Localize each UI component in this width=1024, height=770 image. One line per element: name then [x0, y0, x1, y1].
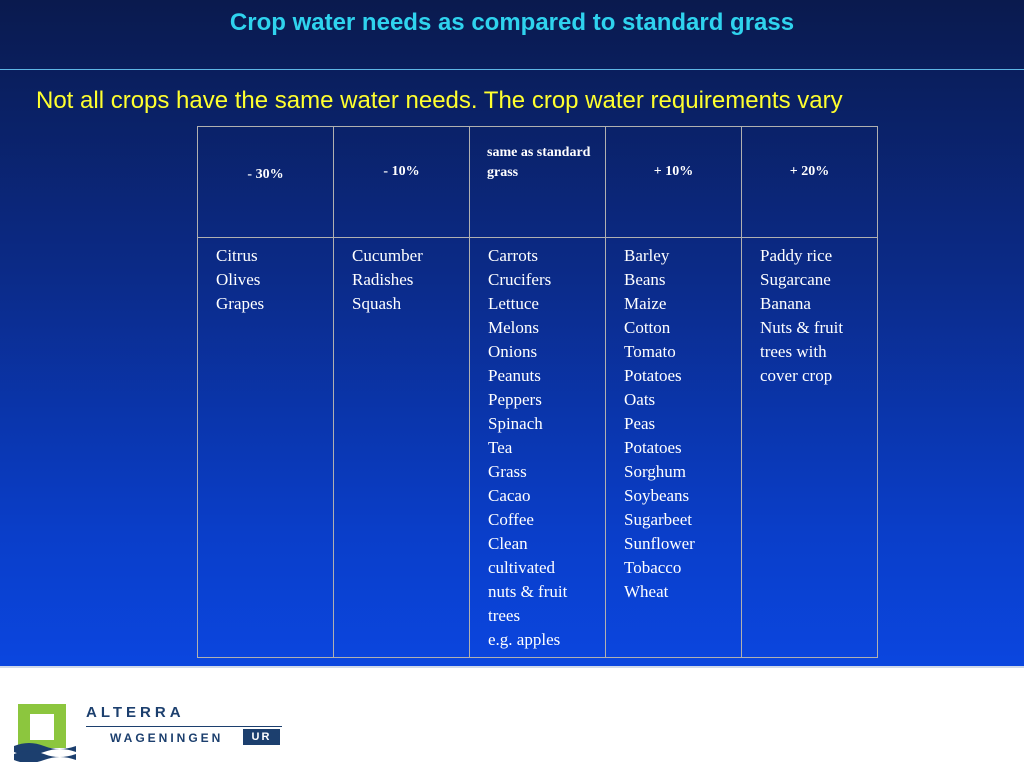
- crop-list: Paddy rice Sugarcane Banana Nuts & fruit tre…: [742, 238, 877, 388]
- title-divider: [0, 69, 1024, 70]
- crop-item: Lettuce: [488, 294, 539, 313]
- crop-list: Cucumber Radishes Squash: [334, 238, 469, 316]
- crop-item: Spinach: [488, 414, 543, 433]
- crop-item: cultivated: [488, 558, 556, 577]
- crop-item: Maize: [624, 294, 667, 313]
- crop-item: Peanuts: [488, 366, 541, 385]
- crop-item: Melons: [488, 318, 539, 337]
- crop-item: Coffee: [488, 510, 534, 529]
- header-plus-10: + 10%: [653, 164, 694, 179]
- logo-ur-badge: UR: [243, 729, 280, 745]
- crop-item: nuts & fruit: [488, 582, 568, 601]
- crop-item: e.g. apples: [488, 630, 561, 649]
- crop-item: Crucifers: [488, 270, 552, 289]
- crop-item: Tobacco: [624, 558, 682, 577]
- crop-column-same: Carrots Crucifers Lettuce Melons Onions Peanu…: [469, 237, 606, 658]
- table-body-row: Citrus Olives Grapes Cucumber Radishes Squas…: [197, 237, 878, 658]
- crop-item: Cucumber: [352, 246, 423, 265]
- crop-item: Clean: [488, 534, 528, 553]
- crop-item: Cacao: [488, 486, 531, 505]
- header-minus-30: - 30%: [247, 167, 284, 182]
- crop-item: Wheat: [624, 582, 669, 601]
- crop-item: Oats: [624, 390, 656, 409]
- header-plus-20: + 20%: [789, 164, 830, 179]
- logo-org-name: WAGENINGEN: [110, 731, 224, 745]
- crop-item: trees with: [760, 342, 827, 361]
- slide-subtitle: Not all crops have the same water needs.…: [36, 87, 843, 114]
- crop-item: Cotton: [624, 318, 671, 337]
- crop-item: Potatoes: [624, 366, 682, 385]
- crop-list: Citrus Olives Grapes: [198, 238, 333, 316]
- crop-item: Peppers: [488, 390, 542, 409]
- crop-item: Sunflower: [624, 534, 695, 553]
- crop-item: Paddy rice: [760, 246, 833, 265]
- crop-item: Tea: [488, 438, 513, 457]
- crop-item: Sugarcane: [760, 270, 831, 289]
- crop-item: Sorghum: [624, 462, 687, 481]
- crop-item: cover crop: [760, 366, 833, 385]
- crop-item: Nuts & fruit: [760, 318, 844, 337]
- crop-list: Barley Beans Maize Cotton Tomato Potatoes Oats…: [606, 238, 741, 604]
- crop-column-plus-10: Barley Beans Maize Cotton Tomato Potatoes Oats…: [605, 237, 742, 658]
- crop-item: Sugarbeet: [624, 510, 692, 529]
- crop-item: Squash: [352, 294, 402, 313]
- crop-item: Citrus: [216, 246, 258, 265]
- crop-item: trees: [488, 606, 521, 625]
- crop-column-plus-20: Paddy rice Sugarcane Banana Nuts & fruit tre…: [741, 237, 878, 658]
- slide-title: Crop water needs as compared to standard…: [229, 9, 795, 36]
- crop-item: Barley: [624, 246, 670, 265]
- crop-item: Olives: [216, 270, 261, 289]
- slide-background: Crop water needs as compared to standard…: [0, 0, 1024, 666]
- header-cell: + 10%: [605, 126, 742, 238]
- crop-column-minus-10: Cucumber Radishes Squash: [333, 237, 470, 658]
- crop-item: Grapes: [216, 294, 265, 313]
- crop-item: Beans: [624, 270, 666, 289]
- header-cell: + 20%: [741, 126, 878, 238]
- logo-divider: [86, 726, 282, 727]
- crop-item: Carrots: [488, 246, 539, 265]
- logo-wordmark: ALTERRA: [86, 704, 185, 721]
- alterra-logo-icon: [14, 704, 76, 762]
- crop-item: Banana: [760, 294, 811, 313]
- crop-item: Peas: [624, 414, 656, 433]
- header-cell: - 10%: [333, 126, 470, 238]
- header-minus-10: - 10%: [383, 164, 420, 179]
- crop-item: Soybeans: [624, 486, 690, 505]
- crop-column-minus-30: Citrus Olives Grapes: [197, 237, 334, 658]
- crop-item: Grass: [488, 462, 527, 481]
- crop-water-table: - 30% - 10% same as standard grass + 10%…: [197, 126, 878, 658]
- crop-list: Carrots Crucifers Lettuce Melons Onions Peanu…: [470, 238, 605, 652]
- header-cell: same as standard grass: [469, 126, 606, 238]
- header-cell: - 30%: [197, 126, 334, 238]
- crop-item: Potatoes: [624, 438, 682, 457]
- header-same-as-grass: same as standard grass: [487, 145, 591, 180]
- crop-item: Tomato: [624, 342, 676, 361]
- table-header-row: - 30% - 10% same as standard grass + 10%…: [197, 126, 878, 238]
- slide-footer: ALTERRA WAGENINGEN UR: [0, 666, 1024, 770]
- crop-item: Radishes: [352, 270, 414, 289]
- crop-item: Onions: [488, 342, 538, 361]
